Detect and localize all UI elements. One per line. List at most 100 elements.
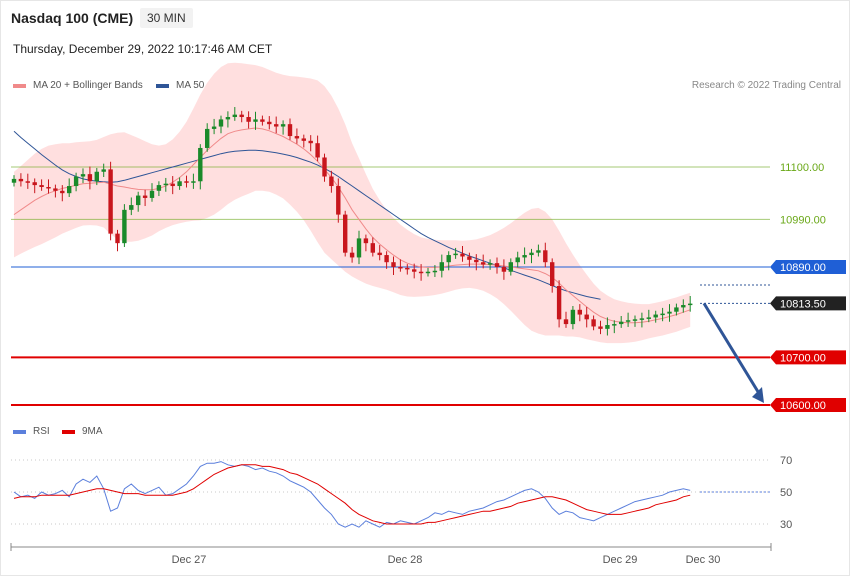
candle-body [18,178,24,182]
legend-ma20-label: MA 20 + Bollinger Bands [33,80,143,91]
candle-body [46,186,51,189]
candle-body [398,266,403,269]
candle-body [446,255,451,263]
candle-body [336,186,341,215]
rsi-tick-70: 70 [780,455,792,467]
candle-body [142,195,148,198]
candle-body [563,319,569,325]
candle-body [481,262,486,265]
legend-rsi-ma-label: 9MA [82,426,103,437]
candle-body [612,324,617,326]
candle-body [556,286,562,320]
candle-body [218,119,224,127]
candle-body [11,178,17,183]
candle-body [205,128,210,148]
candle-body [177,181,182,187]
candle-body [508,262,513,272]
candle-body [439,262,444,271]
level-label-1: 10990.00 [780,214,826,226]
candle-body [639,318,645,320]
rsi-tick-30: 30 [780,519,792,531]
legend-ma50: MA 50 [156,80,204,91]
candle-body [149,190,155,198]
candle-body [605,325,610,329]
level-label-4: 10700.00 [780,352,826,364]
candle-body [184,181,189,183]
candle-body [39,185,44,187]
candle-body [191,181,196,183]
candle-body [274,124,279,127]
candle-body [494,263,500,267]
candle-body [667,311,672,314]
candle-body [301,138,306,141]
candle-body [550,262,555,286]
candle-body [543,250,548,263]
candle-body [53,188,58,191]
forecast-arrow-head [752,387,764,403]
candle-body [60,190,65,194]
candle-body [487,263,493,265]
candle-body [377,252,382,256]
candle-body [267,121,272,125]
rsi-tick-50: 50 [780,487,792,499]
legend-ma20: MA 20 + Bollinger Bands [13,80,143,91]
ma20-line [13,127,691,324]
candle-body [625,320,631,322]
legend-rsi-label: RSI [33,426,50,437]
candle-body [280,124,286,127]
candle-body [660,313,665,316]
legend-rsi-swatch [13,429,26,434]
candle-body [515,257,520,263]
candle-body [674,307,679,312]
candle-body [329,176,334,187]
candle-body [529,252,534,256]
candle-body [115,233,120,244]
rsi-ma-line [13,464,691,525]
legend-rsi-ma: 9MA [62,426,103,437]
candle-body [356,238,362,258]
candle-body [225,117,231,120]
level-tag-5 [770,398,846,412]
candle-body [432,270,438,273]
candle-body [94,171,99,182]
candle-body [474,259,479,263]
candle-body [32,182,37,186]
candle-body [619,321,624,325]
candle-body [501,266,507,272]
candle-body [522,255,527,258]
candle-body [25,181,30,183]
candle-body [577,309,582,315]
candle-body [453,253,458,256]
legend-ma20-swatch [13,83,26,88]
candle-body [170,183,175,187]
candle-body [129,205,134,210]
candle-body [688,303,693,306]
candle-body [418,271,424,274]
x-tick-label: Dec 27 [172,554,207,566]
candle-body [122,209,127,244]
candle-body [467,256,472,260]
candle-body [260,119,265,122]
x-tick-label: Dec 28 [388,554,423,566]
candle-body [315,143,320,158]
timeframe-badge[interactable]: 30 MIN [140,8,193,28]
bollinger-band [14,62,691,344]
candle-body [598,326,603,329]
x-tick-label: Dec 29 [603,554,638,566]
candle-body [646,317,651,319]
candle-body [391,262,396,267]
candle-body [425,271,431,274]
candle-body [653,314,658,318]
level-tag-4 [770,350,846,365]
level-label-3: 10813.50 [780,298,826,310]
credit-text: Research © 2022 Trading Central [691,80,841,91]
candle-body [460,253,465,257]
candle-body [412,269,417,272]
rsi-line [13,461,691,528]
legend-rsi-ma-swatch [62,429,75,434]
candle-body [198,147,203,182]
candle-body [101,169,106,172]
candle-body [87,174,93,182]
forecast-arrow-shaft [702,302,762,396]
legend-ma50-swatch [156,83,169,88]
